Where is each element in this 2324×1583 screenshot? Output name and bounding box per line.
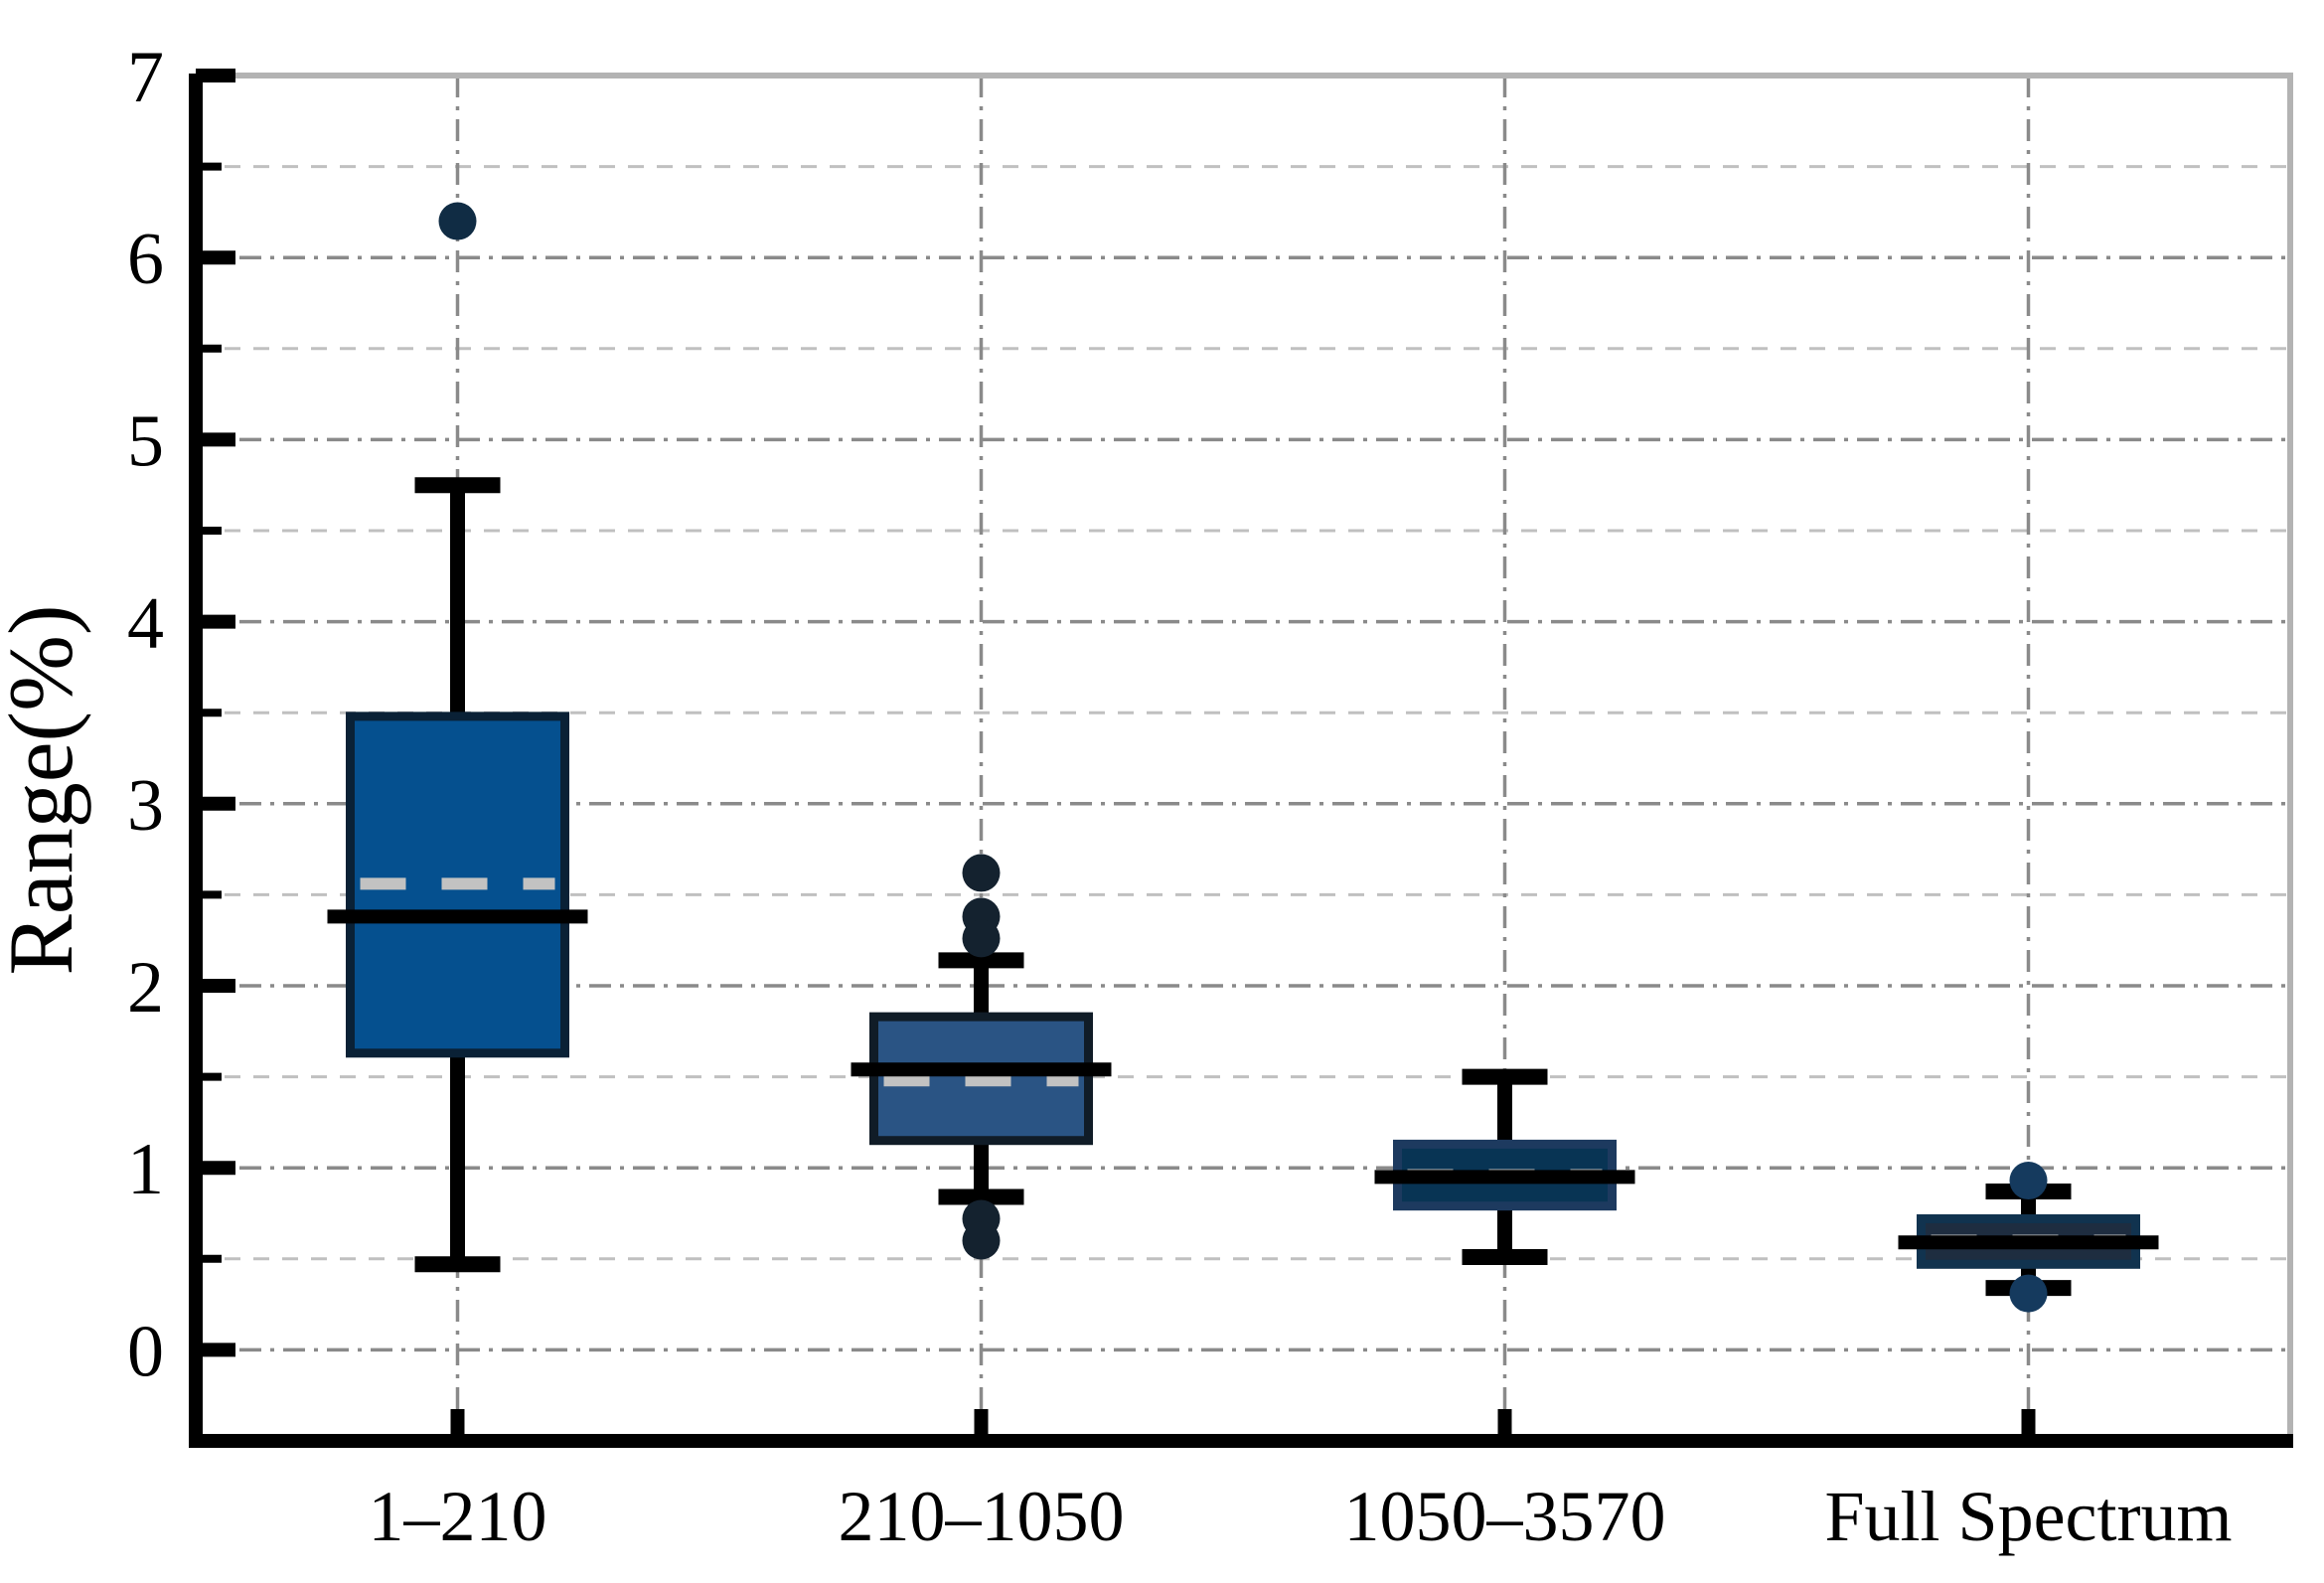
y-axis-title: Range(%)	[0, 605, 91, 976]
y-tick-label: 0	[127, 1311, 164, 1392]
box-group	[327, 202, 588, 1273]
outlier-dot	[962, 854, 1001, 892]
axis-tick-labels: 0 1 2 3 4 5 6 7 1–210 210–1050 1050–3570 Full Spect…	[127, 37, 2233, 1556]
x-tick-label: Full Spectrum	[1825, 1477, 2233, 1556]
outlier-dot	[2009, 1274, 2048, 1313]
outlier-dot	[2009, 1162, 2048, 1200]
x-tick-label: 1050–3570	[1344, 1477, 1666, 1556]
x-tick-label: 1–210	[369, 1477, 547, 1556]
outlier-dot	[962, 919, 1001, 958]
outlier-dot	[438, 202, 477, 240]
y-tick-label: 2	[127, 947, 164, 1029]
box-group	[1898, 1162, 2159, 1313]
y-tick-label: 1	[127, 1129, 164, 1210]
y-tick-label: 7	[127, 37, 164, 118]
y-tick-label: 4	[127, 583, 164, 665]
outlier-dot	[962, 1221, 1001, 1260]
box-series	[327, 202, 2159, 1313]
y-tick-label: 6	[127, 219, 164, 300]
y-tick-label: 5	[127, 400, 164, 482]
axes	[189, 73, 2293, 1448]
box-group	[851, 854, 1112, 1260]
axis-ticks	[196, 69, 2036, 1441]
x-tick-label: 210–1050	[839, 1477, 1125, 1556]
box-group	[1374, 1068, 1635, 1265]
y-tick-label: 3	[127, 765, 164, 847]
